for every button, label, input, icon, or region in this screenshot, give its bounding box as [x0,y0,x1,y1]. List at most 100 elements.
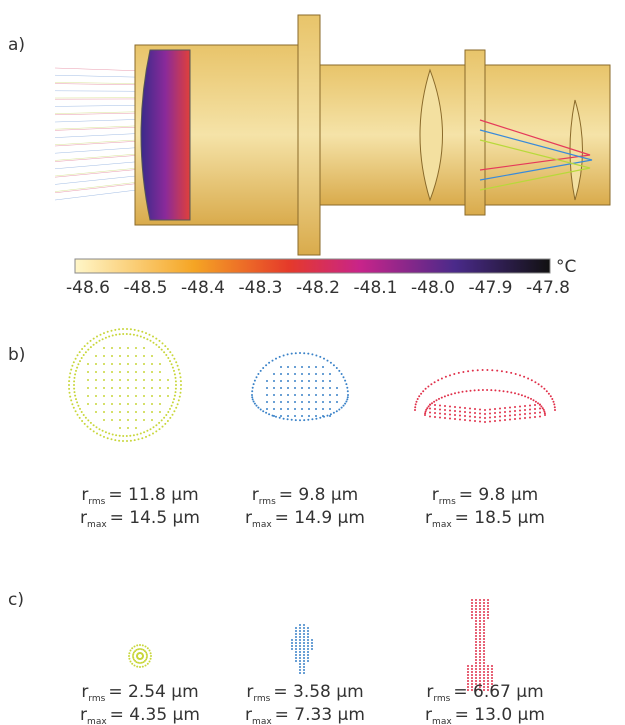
spot-dot [128,658,130,660]
spot-dot [151,403,153,405]
symbol: r [245,705,252,725]
spot-dot [344,403,346,405]
spot-dot [102,430,104,432]
spot-dot [308,415,310,417]
spot-dot [159,411,161,413]
value: = 14.9 µm [275,508,365,528]
spot-dot [479,632,481,634]
spot-dot [301,408,303,410]
spot-dot [301,373,303,375]
spot-dot [484,409,486,411]
spot-dot [90,346,92,348]
spot-label: rmax= 13.0 µm [425,705,545,725]
spot-dot [483,635,485,637]
spot-dot [299,639,301,641]
spot-dot [475,629,477,631]
spot-dot [151,411,153,413]
spot-dot [499,416,501,418]
spot-dot [87,403,89,405]
spot-dot [333,412,335,414]
spot-dot [69,396,71,398]
spot-dot [146,653,148,655]
spot-dot [130,661,132,663]
spot-dot [315,415,317,417]
spot-dot [467,665,469,667]
subscript: max [87,520,107,530]
spot-dot [307,639,309,641]
spot-dot [163,417,165,419]
spot-dot [87,419,89,421]
spot-dot [315,355,317,357]
spot-dot [180,380,182,382]
spot-dot [273,387,275,389]
spot-dot [127,419,129,421]
spot-dot [475,638,477,640]
spot-dot [180,384,182,386]
spot-dot [475,614,477,616]
spot-dot [474,412,476,414]
spot-dot [491,668,493,670]
spot-dot [254,380,256,382]
spot-dot [430,383,432,385]
spot-dot [487,665,489,667]
spot-dot [128,655,130,657]
spot-dot [134,646,136,648]
spot-dot [256,405,258,407]
spot-dot [436,399,438,401]
spot-dot [491,677,493,679]
spot-dot [95,379,97,381]
spot-dot [467,668,469,670]
spot-dot [265,364,267,366]
spot-dot [280,415,282,417]
spot-dot [303,666,305,668]
spot-dot [294,380,296,382]
spot-dot [93,424,95,426]
spot-dot [307,633,309,635]
spot-dot [474,408,476,410]
spot-dot [484,417,486,419]
colorbar-tick-label: -47.8 [526,278,570,298]
spot-dot [135,403,137,405]
spot-dot [122,435,124,437]
spot-dot [434,416,436,418]
subscript: max [87,717,107,725]
spot-dot [169,417,171,419]
colorbar-tick-label: -48.4 [181,278,225,298]
spot-dot [344,380,346,382]
spot-dot [291,353,293,355]
spot-dot [119,403,121,405]
spot-dot [119,395,121,397]
spot-label: rrms= 9.8 µm [252,485,358,507]
spot-dot [475,650,477,652]
spot-dot [295,636,297,638]
spot-dot [76,367,78,369]
spot-dot [514,392,516,394]
spot-dot [159,363,161,365]
spot-dot [510,392,512,394]
spot-dot [132,655,134,657]
spot-dot [484,421,486,423]
spot-dot [303,636,305,638]
spot-dot [475,644,477,646]
spot-dot [479,614,481,616]
spot-dot [279,356,281,358]
spot-dot [291,648,293,650]
spot-dot [145,646,147,648]
spot-dot [147,647,149,649]
spot-dot [143,387,145,389]
spot-dot [515,373,517,375]
spot-dot [479,409,481,411]
spot-dot [295,639,297,641]
value: = 18.5 µm [455,508,545,528]
spot-dot [449,410,451,412]
spot-dot [151,363,153,365]
colorbar-tick-label: -48.3 [239,278,283,298]
spot-dot [79,417,81,419]
spot-dot [301,394,303,396]
spot-dot [501,370,503,372]
spot-dot [530,398,532,400]
figure: a) °C -48.6-48.5-48.4-48.3-48.2-48.1-48.… [0,0,625,725]
subscript: rms [433,694,450,704]
spot-dot [454,414,456,416]
spot-dot [483,608,485,610]
